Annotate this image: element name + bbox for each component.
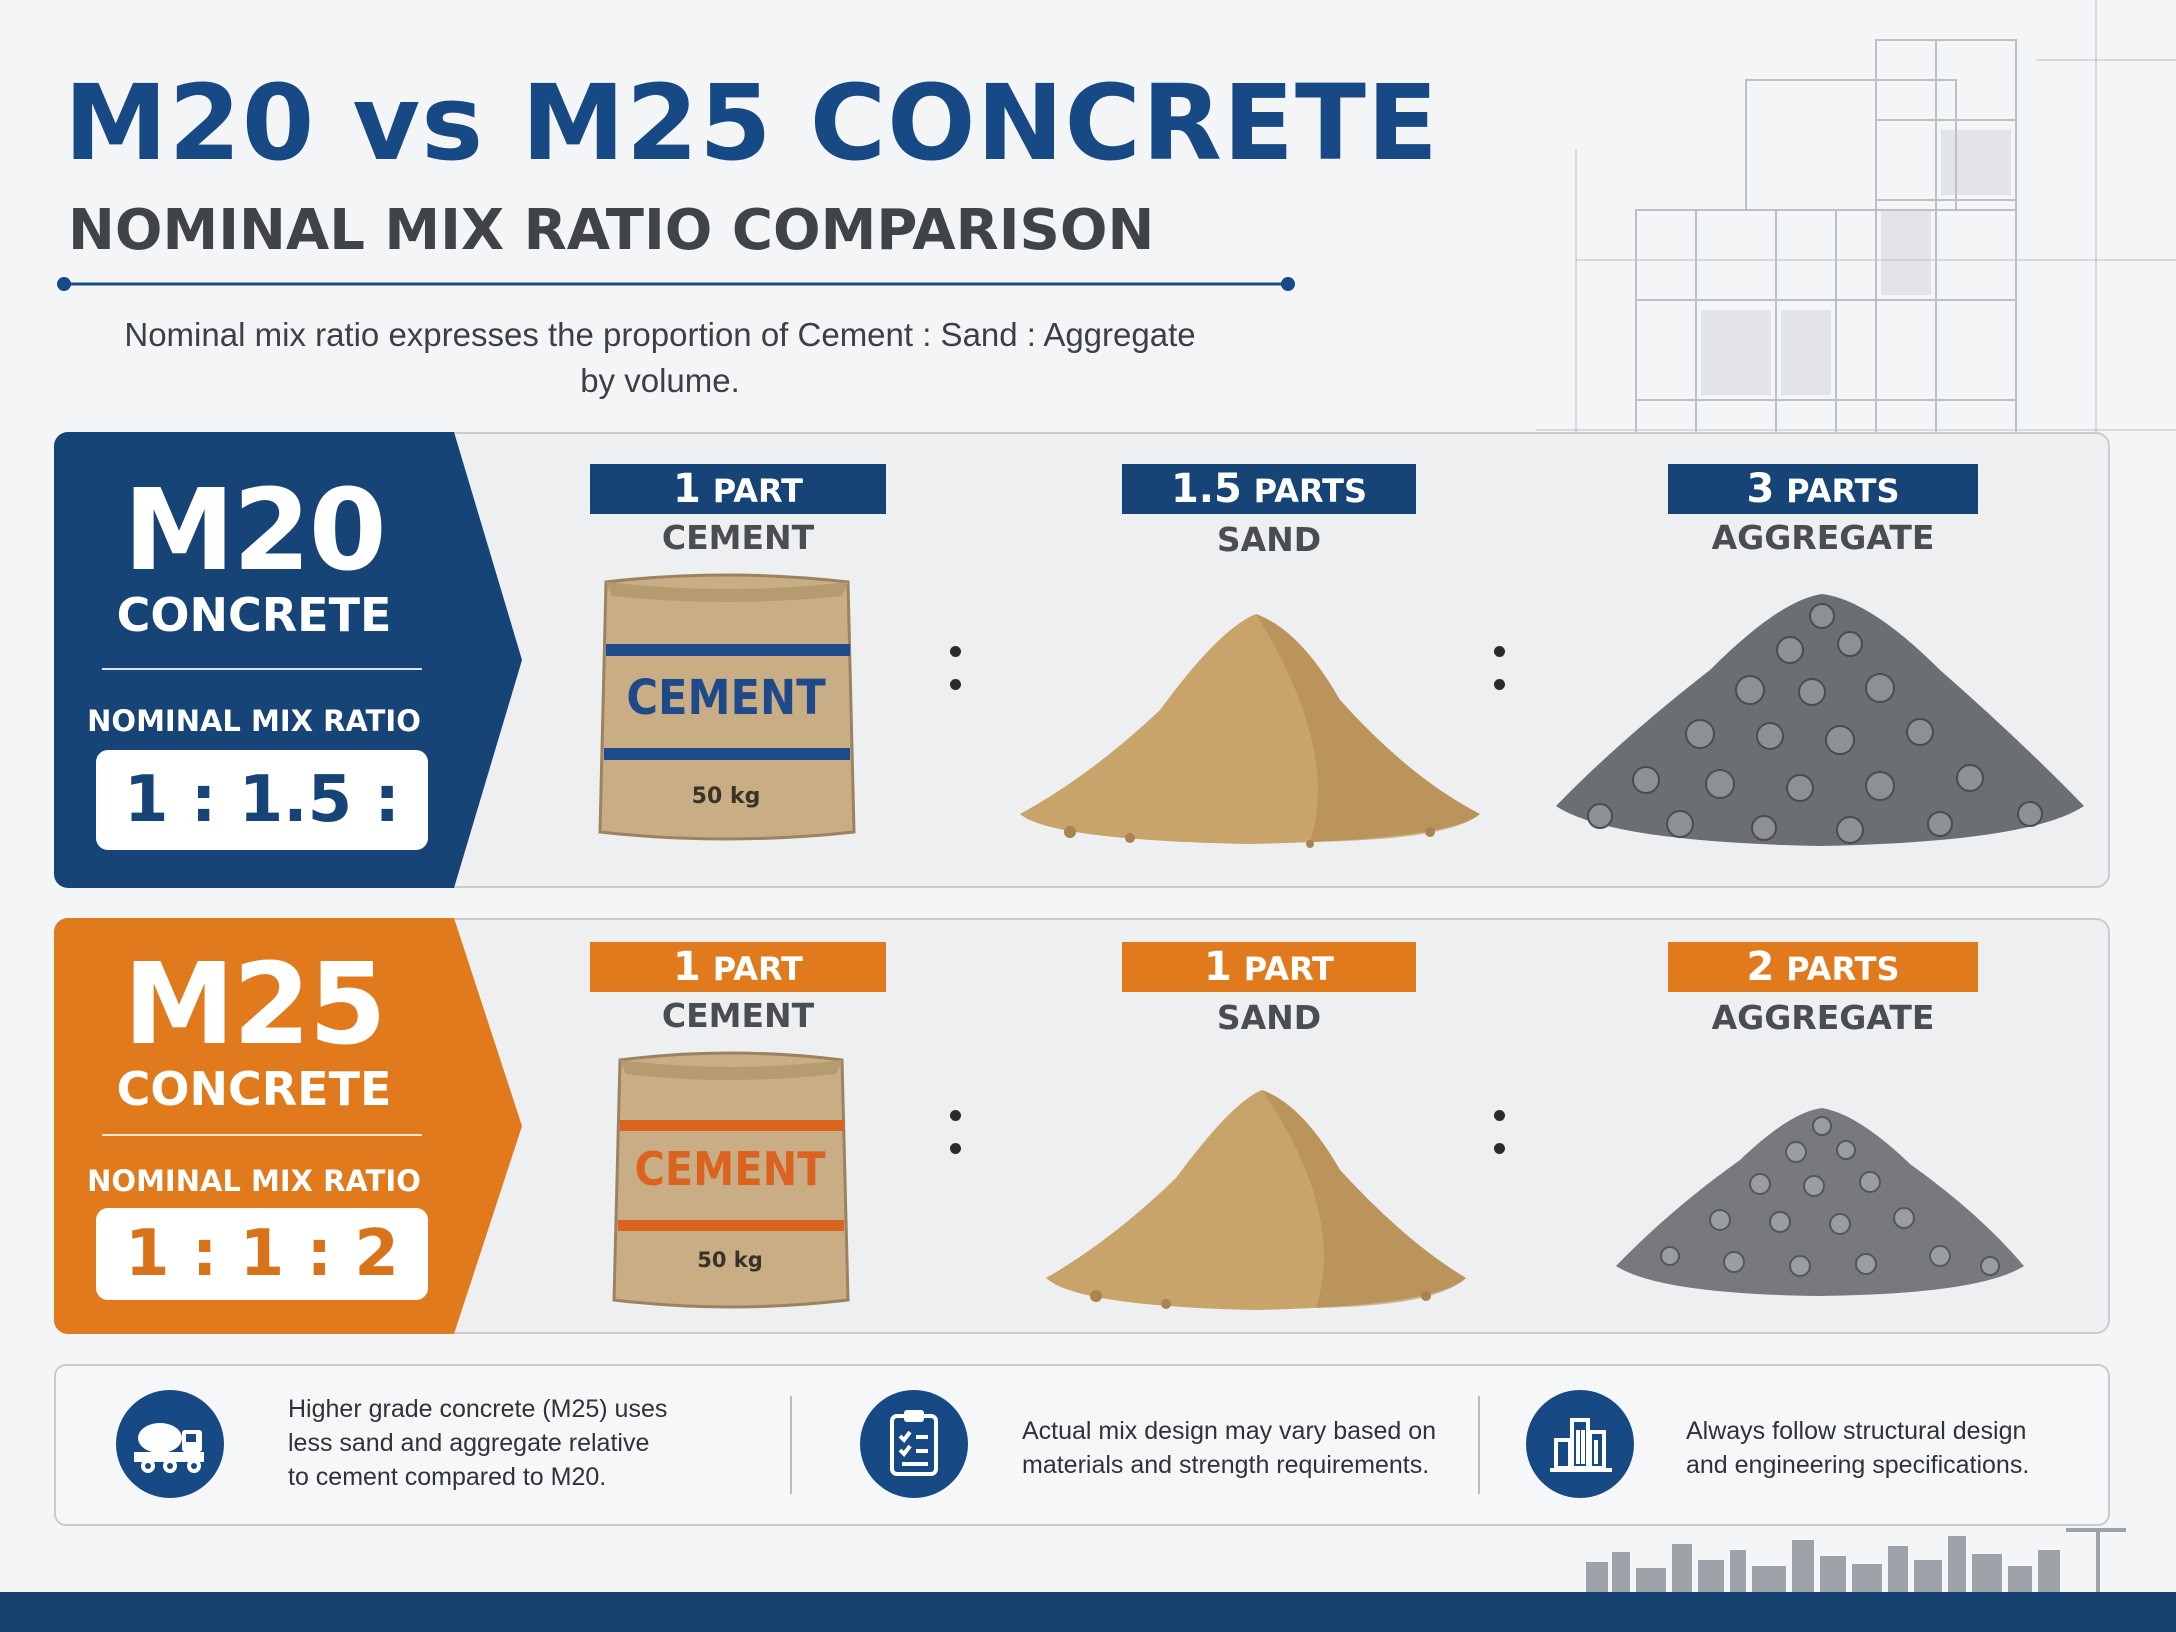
m25-ratio-colon-2 — [1492, 1110, 1506, 1154]
m25-sand-pile-illustration — [1046, 1090, 1466, 1310]
m25-aggregate-parts-unit: PARTS — [1786, 950, 1900, 988]
page-subtitle: NOMINAL MIX RATIO COMPARISON — [68, 198, 1155, 263]
intro-line-1: Nominal mix ratio expresses the proporti… — [124, 316, 1196, 353]
note-1-line-3: to cement compared to M20. — [288, 1463, 607, 1491]
m25-sand-tag: 1 PART — [1122, 942, 1416, 992]
m25-cement-parts-unit: PART — [712, 950, 803, 988]
m25-ratio-colon-1 — [948, 1110, 962, 1154]
m20-sand-parts-number: 1.5 — [1170, 466, 1242, 512]
title-underline — [57, 277, 1295, 291]
note-2-line-1: Actual mix design may vary based on — [1022, 1417, 1437, 1445]
page-title: M20 vs M25 CONCRETE — [64, 62, 1439, 184]
m25-sand-parts-unit: PART — [1243, 950, 1334, 988]
note-3-text: Always follow structural design and engi… — [1686, 1414, 2066, 1482]
m25-grade-panel: M25 CONCRETE NOMINAL MIX RATIO 1 : 1 : 2 — [54, 918, 522, 1334]
m25-aggregate-name: AGGREGATE — [1711, 998, 1935, 1037]
m20-aggregate-name: AGGREGATE — [1711, 518, 1935, 557]
m25-aggregate-parts-number: 2 — [1746, 944, 1775, 990]
note-3-line-2: and engineering specifications. — [1686, 1451, 2030, 1479]
intro-line-2: by volume. — [580, 362, 740, 399]
m25-bag-label: CEMENT — [634, 1142, 826, 1196]
m25-cement-tag: 1 PART — [590, 942, 886, 992]
note-1-text: Higher grade concrete (M25) uses less sa… — [288, 1392, 748, 1494]
m25-bag-weight: 50 kg — [697, 1248, 763, 1272]
m20-bag-label: CEMENT — [626, 670, 826, 726]
notes-divider-1 — [790, 1396, 792, 1494]
m20-divider — [102, 668, 422, 670]
m20-cement-tag: 1 PART — [590, 464, 886, 514]
note-3-line-1: Always follow structural design — [1686, 1417, 2027, 1445]
m25-sand-name: SAND — [1216, 998, 1322, 1037]
m20-sand-name: SAND — [1216, 520, 1322, 559]
note-2-line-2: materials and strength requirements. — [1022, 1451, 1430, 1479]
m20-grade-word: CONCRETE — [116, 588, 392, 642]
m25-cement-name: CEMENT — [661, 996, 815, 1035]
m25-grade-word: CONCRETE — [116, 1062, 392, 1116]
note-2-text: Actual mix design may vary based on mate… — [1022, 1414, 1472, 1482]
m25-sand-parts-number: 1 — [1204, 944, 1232, 990]
m20-grade-panel: M20 CONCRETE NOMINAL MIX RATIO 1 : 1.5 :… — [54, 432, 522, 888]
m20-cement-parts-unit: PART — [712, 472, 803, 510]
m20-cement-parts-number: 1 — [673, 466, 701, 512]
m20-aggregate-tag: 3 PARTS — [1668, 464, 1978, 514]
building-sketch-illustration — [1536, 0, 2176, 560]
m25-ratio-value: 1 : 1 : 2 — [96, 1208, 428, 1300]
m25-grade: M25 — [123, 940, 386, 1070]
m20-ratio-value: 1 : 1.5 : 3 — [96, 750, 428, 888]
notes-divider-2 — [1478, 1396, 1480, 1494]
m20-sand-parts-unit: PARTS — [1253, 472, 1368, 510]
note-1-line-1: Higher grade concrete (M25) uses — [288, 1395, 668, 1423]
m25-cement-parts-number: 1 — [673, 944, 701, 990]
note-1-line-2: less sand and aggregate relative — [288, 1429, 650, 1457]
m20-aggregate-parts-number: 3 — [1746, 466, 1775, 512]
m20-sand-pile-illustration — [1020, 614, 1480, 848]
city-skyline-illustration — [1586, 1528, 2126, 1592]
concrete-mixer-truck-icon — [116, 1390, 224, 1498]
m20-aggregate-parts-unit: PARTS — [1786, 472, 1900, 510]
m20-sand-tag: 1.5 PARTS — [1122, 464, 1416, 514]
buildings-icon — [1526, 1390, 1634, 1498]
footer-bar — [0, 1592, 2176, 1632]
m20-bag-weight: 50 kg — [691, 784, 761, 809]
clipboard-checklist-icon — [860, 1390, 968, 1498]
m20-ratio-label: NOMINAL MIX RATIO — [87, 704, 421, 738]
m25-cement-bag-illustration: CEMENT 50 kg — [606, 1040, 854, 1316]
notes-card — [54, 1364, 2110, 1526]
m25-ratio-label: NOMINAL MIX RATIO — [87, 1164, 421, 1198]
m20-ratio-colon-2 — [1492, 646, 1506, 690]
m25-aggregate-tag: 2 PARTS — [1668, 942, 1978, 992]
m20-cement-bag-illustration: CEMENT 50 kg — [592, 562, 860, 848]
m20-aggregate-pile-illustration — [1556, 594, 2084, 846]
intro-text: Nominal mix ratio expresses the proporti… — [60, 312, 1260, 404]
m20-grade: M20 — [123, 466, 386, 596]
m25-aggregate-pile-illustration — [1616, 1108, 2024, 1296]
m20-ratio-colon-1 — [948, 646, 962, 690]
m20-cement-name: CEMENT — [661, 518, 815, 557]
m25-divider — [102, 1134, 422, 1136]
